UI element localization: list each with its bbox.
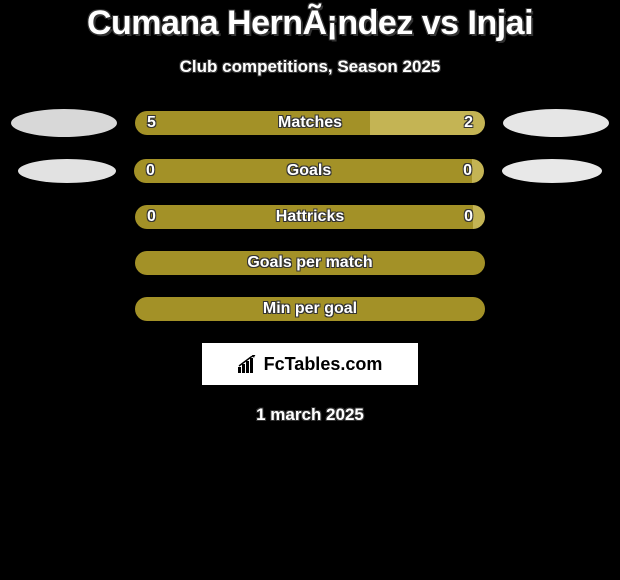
brand-badge: FcTables.com	[202, 343, 418, 385]
summary-bars: Goals per match Min per goal	[0, 251, 620, 321]
player-left-ellipse	[11, 109, 117, 137]
summary-bar-label: Min per goal	[263, 300, 357, 318]
stat-value-right: 2	[464, 114, 473, 132]
stat-label: Matches	[278, 114, 342, 132]
stat-row: 00Goals	[0, 159, 620, 183]
comparison-infographic: Cumana HernÃ¡ndez vs Injai Club competit…	[0, 0, 620, 425]
stat-value-left: 0	[147, 208, 156, 226]
stat-row: 00Hattricks	[0, 205, 620, 229]
date-text: 1 march 2025	[0, 405, 620, 425]
player-left-ellipse	[18, 159, 116, 183]
stat-value-left: 0	[146, 162, 155, 180]
page-title: Cumana HernÃ¡ndez vs Injai	[0, 4, 620, 43]
player-right-ellipse	[502, 159, 602, 183]
summary-bar: Min per goal	[135, 297, 485, 321]
stat-bar: 00Hattricks	[135, 205, 485, 229]
stat-bar-right: 0	[472, 159, 484, 183]
stat-value-left: 5	[147, 114, 156, 132]
summary-bar: Goals per match	[135, 251, 485, 275]
stat-bar: 5 2 Matches	[135, 111, 485, 135]
player-right-ellipse	[503, 109, 609, 137]
ellipse-placeholder	[503, 217, 609, 218]
subtitle: Club competitions, Season 2025	[0, 57, 620, 77]
stat-rows: 52Matches00Goals00Hattricks	[0, 109, 620, 229]
stat-bar-right: 0	[473, 205, 485, 229]
ellipse-placeholder	[11, 217, 117, 218]
stat-row: 5 2 Matches	[0, 109, 620, 137]
summary-bar-label: Goals per match	[247, 254, 372, 272]
chart-icon	[238, 355, 260, 373]
stat-label: Goals	[287, 162, 331, 180]
stat-value-right: 0	[463, 162, 472, 180]
stat-bar-right: 2	[370, 111, 486, 135]
stat-bar: 00Goals	[134, 159, 484, 183]
brand-text: FcTables.com	[264, 354, 383, 375]
stat-label: Hattricks	[276, 208, 344, 226]
stat-value-right: 0	[464, 208, 473, 226]
